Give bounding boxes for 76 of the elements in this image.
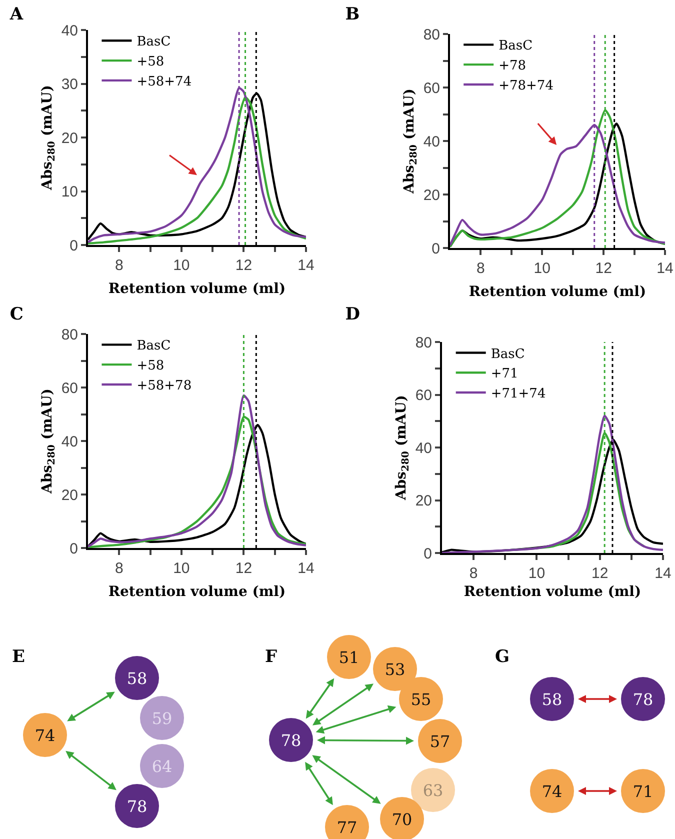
x-tick-label: 10: [528, 565, 546, 582]
legend-label: +58+78: [136, 378, 192, 394]
y-tick-label: 20: [61, 486, 78, 504]
text: 51: [338, 648, 360, 667]
text: 58: [126, 669, 148, 688]
text: 74: [542, 782, 562, 801]
x-axis-title: Retention volume (ml): [108, 280, 286, 297]
text: 71: [632, 782, 654, 801]
text: 78: [126, 797, 148, 816]
x-tick-label: 10: [534, 260, 550, 277]
x-axis-title: Retention volume (ml): [464, 584, 642, 600]
y-tick-label: 40: [61, 22, 78, 40]
text: 55: [410, 690, 432, 709]
legend-label: +78: [498, 58, 526, 74]
legend-label: BasC: [498, 38, 533, 54]
legend-label: BasC: [136, 34, 171, 50]
x-tick-label: 8: [476, 260, 485, 277]
x-axis-title: Retention volume (ml): [108, 584, 286, 600]
text: G: [495, 647, 510, 667]
legend-label: +58: [136, 358, 164, 374]
x-tick-label: 14: [298, 560, 314, 577]
text: 59: [152, 709, 172, 728]
x-tick-label: 12: [592, 565, 608, 582]
text: 78: [280, 731, 302, 750]
y-tick-label: 40: [415, 440, 432, 457]
legend-label: BasC: [136, 338, 171, 354]
text: F: [265, 647, 278, 667]
y-tick-label: 10: [61, 184, 78, 200]
chart-title: D: [345, 304, 360, 324]
text: 74: [34, 726, 56, 745]
text: 78: [632, 690, 654, 709]
y-tick-label: 30: [61, 76, 78, 93]
legend-label: +71: [490, 366, 518, 382]
legend-label: +58+74: [136, 74, 192, 90]
text: 64: [152, 757, 172, 776]
x-tick-label: 12: [235, 560, 252, 577]
y-tick-label: 0: [424, 545, 432, 562]
text: 53: [384, 660, 406, 679]
y-tick-label: 80: [415, 334, 432, 352]
y-tick-label: 60: [61, 380, 78, 397]
text: E: [12, 647, 25, 667]
y-tick-label: 0: [70, 540, 78, 558]
y-tick-label: 20: [415, 492, 432, 510]
y-tick-label: 60: [415, 387, 432, 404]
y-tick-label: 20: [61, 130, 78, 147]
text: 77: [336, 818, 358, 837]
text: 58: [542, 690, 562, 709]
y-tick-label: 40: [61, 433, 78, 450]
chart-title: A: [8, 4, 24, 24]
legend-label: BasC: [490, 346, 525, 362]
chart-title: C: [10, 304, 24, 324]
y-tick-label: 20: [423, 186, 440, 204]
text: 63: [422, 781, 444, 800]
x-tick-label: 12: [235, 257, 252, 274]
x-tick-label: 8: [469, 565, 478, 582]
y-tick-label: 60: [423, 80, 440, 97]
text: 70: [392, 810, 412, 829]
x-axis-title: Retention volume (ml): [468, 284, 646, 300]
y-tick-label: 80: [61, 326, 78, 344]
x-tick-label: 14: [298, 257, 314, 274]
x-tick-label: 12: [595, 260, 612, 277]
x-tick-label: 8: [114, 560, 124, 577]
y-tick-label: 0: [70, 237, 78, 254]
legend-label: +78+74: [498, 78, 554, 94]
y-tick-label: 80: [423, 26, 440, 44]
chart-title: B: [345, 4, 360, 24]
text: 57: [430, 732, 450, 751]
legend-label: +71+74: [490, 386, 546, 402]
x-tick-label: 14: [656, 260, 674, 277]
y-tick-label: 0: [432, 240, 440, 258]
x-tick-label: 14: [654, 565, 672, 582]
x-tick-label: 10: [173, 257, 190, 274]
legend-label: +58: [136, 54, 164, 70]
x-tick-label: 10: [173, 560, 190, 577]
x-tick-label: 8: [114, 257, 124, 274]
y-tick-label: 40: [423, 133, 440, 150]
